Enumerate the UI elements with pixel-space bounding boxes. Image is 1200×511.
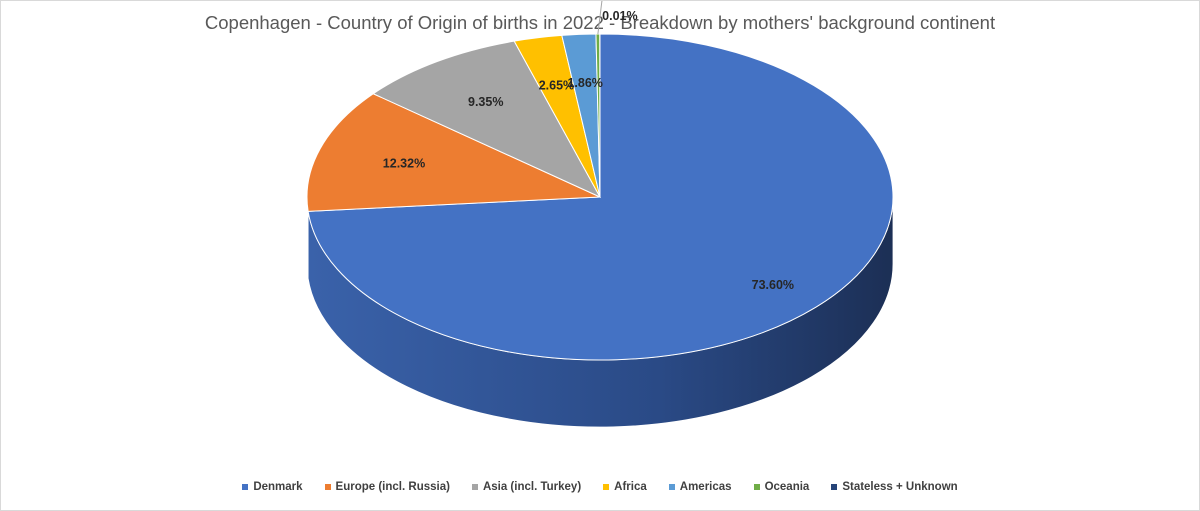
- pie-top-layer: [306, 33, 894, 361]
- data-label-denmark: 73.60%: [752, 278, 794, 292]
- legend-item-stateless-unknown: Stateless + Unknown: [831, 481, 958, 493]
- legend-label: Oceania: [764, 481, 810, 493]
- legend-label: Americas: [679, 481, 732, 493]
- legend-swatch: [831, 484, 838, 490]
- legend-swatch: [471, 484, 478, 490]
- legend: Denmark Europe (incl. Russia) Asia (incl. …: [0, 481, 1200, 493]
- legend-item-denmark: Denmark: [242, 481, 303, 493]
- legend-swatch: [603, 484, 610, 490]
- data-label-asia-incl-turkey: 9.35%: [468, 95, 503, 109]
- data-label-europe-incl-russia: 12.32%: [383, 156, 425, 170]
- data-label-oceania: 0.21%: [596, 0, 631, 1]
- slice-europe-incl-russia: [306, 93, 601, 212]
- legend-item-europe-incl-russia: Europe (incl. Russia): [324, 481, 450, 493]
- data-label-layer: 73.60% 12.32% 9.35% 2.65%1.86% 0.21% 0.01%: [383, 0, 794, 292]
- data-label-stateless-unknown: 0.01%: [602, 9, 637, 23]
- slice-asia-incl-turkey: [372, 40, 602, 199]
- legend-label: Stateless + Unknown: [842, 481, 958, 493]
- data-label-africa: 2.65%: [539, 79, 574, 93]
- legend-label: Asia (incl. Turkey): [482, 481, 582, 493]
- legend-item-americas: Americas: [668, 481, 732, 493]
- legend-item-asia-incl-turkey: Asia (incl. Turkey): [471, 481, 582, 493]
- legend-item-africa: Africa: [603, 481, 647, 493]
- legend-swatch: [242, 484, 249, 490]
- legend-swatch: [668, 484, 675, 490]
- legend-swatch: [324, 484, 331, 490]
- legend-label: Denmark: [253, 481, 303, 493]
- data-label-americas: 1.86%: [567, 76, 602, 90]
- legend-label: Africa: [614, 481, 647, 493]
- leader-line-oceania: [597, 0, 603, 35]
- chart-title: Copenhagen - Country of Origin of births…: [204, 12, 996, 33]
- legend-label: Europe (incl. Russia): [335, 481, 450, 493]
- legend-item-oceania: Oceania: [753, 481, 810, 493]
- legend-swatch: [753, 484, 760, 490]
- leader-line-layer: [597, 0, 603, 35]
